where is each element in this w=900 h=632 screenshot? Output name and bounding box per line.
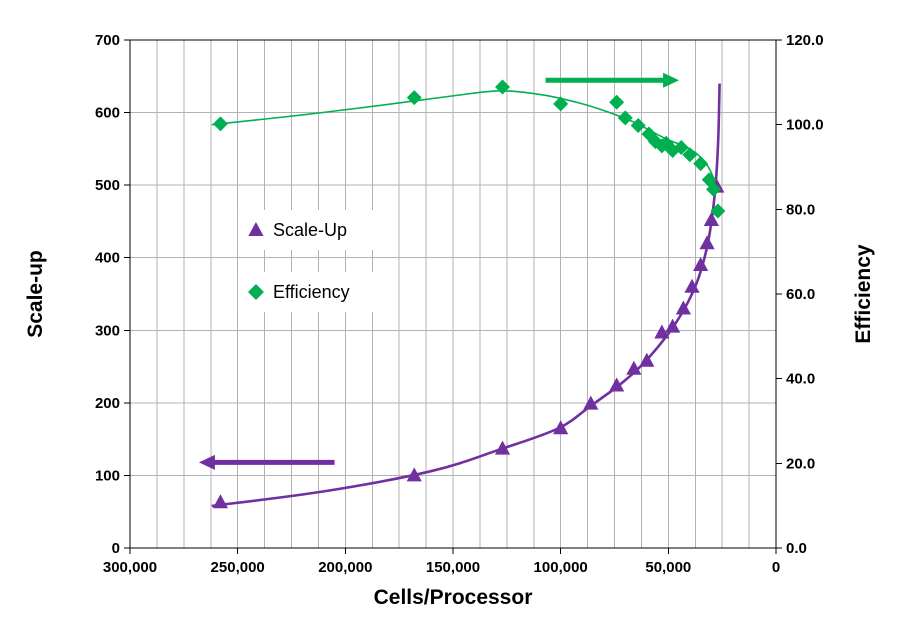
scale-up-point xyxy=(583,395,599,410)
efficiency-point xyxy=(609,94,625,110)
efficiency-point xyxy=(617,110,633,126)
right-axis-tick-label: 100.0 xyxy=(786,117,824,134)
scale-up-point xyxy=(665,318,681,333)
scale-up-point xyxy=(699,235,715,250)
efficiency-point xyxy=(693,156,709,172)
efficiency-trend-line xyxy=(211,89,717,186)
legend-label: Efficiency xyxy=(273,282,350,302)
x-axis-tick-label: 250,000 xyxy=(211,559,265,576)
left-axis-tick-label: 400 xyxy=(95,250,120,267)
scale-up-point xyxy=(703,211,719,226)
efficiency-point xyxy=(406,90,422,106)
efficiency-point xyxy=(673,140,689,156)
left-axis-tick-label: 0 xyxy=(112,540,120,557)
efficiency-point xyxy=(212,116,228,132)
left-axis-tick-label: 600 xyxy=(95,105,120,122)
efficiency-point xyxy=(682,147,698,163)
scale-up-point xyxy=(212,494,229,509)
x-axis-tick-label: 100,000 xyxy=(534,559,588,576)
efficiency-axis-arrow-head xyxy=(663,72,680,88)
scale-up-point xyxy=(406,467,422,482)
right-axis-tick-label: 60.0 xyxy=(786,286,815,303)
x-axis-tick-label: 0 xyxy=(772,559,780,576)
left-axis-tick-label: 100 xyxy=(95,467,120,484)
legend-item-bg xyxy=(237,210,378,250)
left-axis-tick-label: 300 xyxy=(95,322,120,339)
left-axis-title: Scale-up xyxy=(24,250,47,338)
x-axis-tick-label: 150,000 xyxy=(426,559,480,576)
x-axis-tick-label: 200,000 xyxy=(318,559,372,576)
efficiency-point xyxy=(495,79,511,95)
scale-up-point xyxy=(494,440,511,455)
left-axis-tick-label: 500 xyxy=(95,177,120,194)
right-axis-tick-label: 120.0 xyxy=(786,32,824,49)
efficiency-point xyxy=(630,118,646,134)
legend-diamond-icon xyxy=(247,284,264,300)
x-axis-tick-label: 300,000 xyxy=(103,559,157,576)
x-axis-tick-label: 50,000 xyxy=(645,559,691,576)
right-axis-title: Efficiency xyxy=(852,244,875,344)
scale-up-point xyxy=(639,352,655,367)
scale-up-point xyxy=(675,300,692,315)
right-axis-tick-label: 40.0 xyxy=(786,371,815,388)
scale-up-point xyxy=(553,420,569,435)
scale-up-point xyxy=(609,377,625,392)
efficiency-point xyxy=(710,203,726,219)
scale-up-axis-arrow-head xyxy=(198,454,215,470)
scale-up-point xyxy=(654,324,670,339)
efficiency-point xyxy=(706,181,722,197)
legend-triangle-icon xyxy=(248,222,264,236)
legend-label: Scale-Up xyxy=(273,220,347,240)
x-axis-title: Cells/Processor xyxy=(373,586,533,609)
right-axis-tick-label: 80.0 xyxy=(786,201,815,218)
scale-up-point xyxy=(693,256,709,271)
left-axis-tick-label: 200 xyxy=(95,395,120,412)
right-axis-tick-label: 20.0 xyxy=(786,455,815,472)
efficiency-point xyxy=(553,96,569,112)
scale-up-point xyxy=(626,360,642,375)
scale-up-point xyxy=(684,278,700,293)
right-axis-tick-label: 0.0 xyxy=(786,540,807,557)
left-axis-tick-label: 700 xyxy=(95,32,120,49)
